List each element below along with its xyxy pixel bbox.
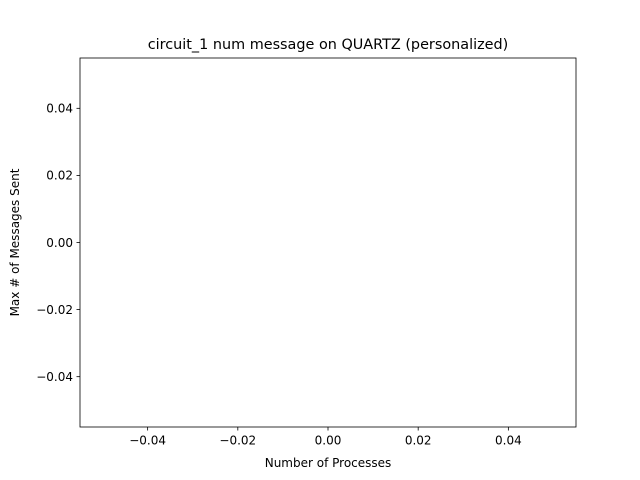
x-tick-label: 0.00 bbox=[315, 434, 342, 448]
x-tick-label: −0.02 bbox=[219, 434, 256, 448]
y-tick-label: 0.02 bbox=[46, 169, 73, 183]
x-axis-label: Number of Processes bbox=[265, 456, 392, 470]
chart-title: circuit_1 num message on QUARTZ (persona… bbox=[148, 37, 508, 53]
x-tick-label: −0.04 bbox=[129, 434, 166, 448]
x-tick-label: 0.02 bbox=[405, 434, 432, 448]
y-tick-label: −0.04 bbox=[36, 370, 73, 384]
y-axis: −0.04 −0.02 0.00 0.02 0.04 bbox=[36, 102, 80, 384]
x-tick-label: 0.04 bbox=[495, 434, 522, 448]
y-tick-label: 0.00 bbox=[46, 236, 73, 250]
plot-area bbox=[79, 57, 577, 428]
y-tick-label: −0.02 bbox=[36, 303, 73, 317]
y-tick-label: 0.04 bbox=[46, 102, 73, 116]
y-axis-label: Max # of Messages Sent bbox=[8, 168, 22, 316]
x-axis: −0.04 −0.02 0.00 0.02 0.04 bbox=[129, 427, 522, 448]
